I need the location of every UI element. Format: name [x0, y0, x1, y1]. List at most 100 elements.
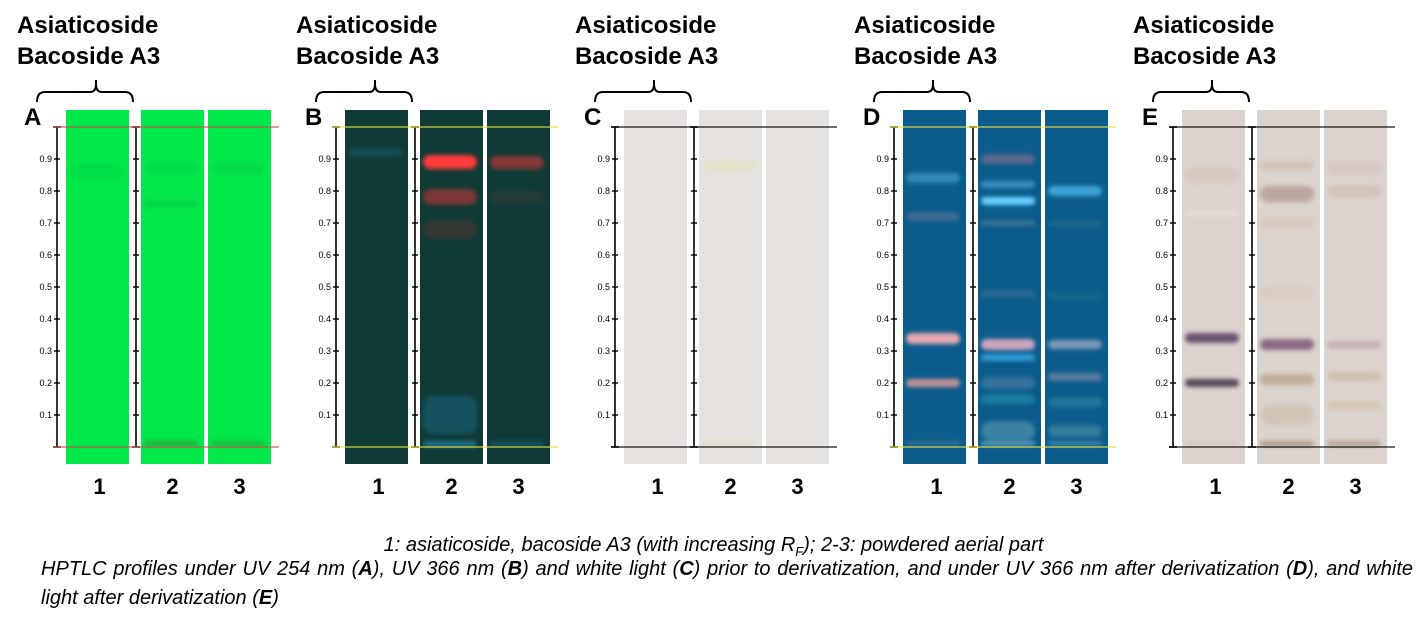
- lane-1: [345, 110, 408, 464]
- title-bacoside: Bacoside A3: [1133, 43, 1277, 70]
- tick-label-left: 0.6: [1155, 250, 1168, 260]
- tick-label-left: 0.5: [1155, 282, 1168, 292]
- band: [1185, 379, 1239, 387]
- lane-label-3: 3: [1349, 474, 1362, 499]
- band: [1048, 339, 1102, 350]
- band: [981, 219, 1035, 227]
- tick-label-left: 0.6: [39, 250, 52, 260]
- band: [423, 219, 477, 239]
- title-bacoside: Bacoside A3: [854, 43, 998, 70]
- lane-label-1: 1: [372, 474, 385, 499]
- lane-1: [1182, 110, 1245, 464]
- title-asiaticoside: Asiaticoside: [575, 12, 717, 39]
- lane-label-2: 2: [445, 474, 458, 499]
- band: [702, 160, 756, 171]
- rf-axis: 0.10.10.20.20.30.30.40.40.50.50.60.60.70…: [36, 80, 279, 448]
- reference-brace: [873, 80, 971, 103]
- lane-label-1: 1: [930, 474, 943, 499]
- title-asiaticoside: Asiaticoside: [1133, 12, 1275, 39]
- tick-label-left: 0.9: [1155, 154, 1168, 164]
- tick-label-left: 0.4: [597, 314, 610, 324]
- band: [423, 440, 477, 447]
- tick-label-left: 0.6: [318, 250, 331, 260]
- title-asiaticoside: Asiaticoside: [296, 12, 438, 39]
- band: [1185, 167, 1239, 183]
- band: [423, 395, 477, 435]
- band: [1185, 333, 1239, 343]
- tick-label-left: 0.3: [318, 346, 331, 356]
- band: [1185, 211, 1239, 216]
- tick-label-left: 0.7: [39, 218, 52, 228]
- reference-title: Asiaticoside Bacoside A3: [575, 10, 718, 72]
- band: [1327, 400, 1381, 411]
- lane-label-2: 2: [1003, 474, 1016, 499]
- lane-3: [1045, 110, 1108, 464]
- reference-brace: [1152, 80, 1250, 103]
- band: [1185, 442, 1239, 446]
- lane-legend-caption: 1: asiaticoside, bacoside A3 (with incre…: [0, 534, 1427, 559]
- tick-label-left: 0.9: [876, 154, 889, 164]
- title-bacoside: Bacoside A3: [17, 43, 161, 70]
- tick-label-left: 0.7: [876, 218, 889, 228]
- lane-3: [766, 110, 829, 464]
- band: [906, 379, 960, 387]
- band: [1327, 162, 1381, 175]
- band: [1260, 374, 1314, 386]
- tick-label-left: 0.8: [597, 186, 610, 196]
- caption-text: ), and white light after derivatization …: [41, 558, 1413, 609]
- tick-label-left: 0.3: [39, 346, 52, 356]
- lane-label-3: 3: [1070, 474, 1083, 499]
- band: [1260, 218, 1314, 228]
- lane-label-2: 2: [724, 474, 737, 499]
- band: [981, 442, 1035, 446]
- tick-label-left: 0.3: [597, 346, 610, 356]
- lane-2: [1257, 110, 1320, 464]
- lane-2: [699, 110, 762, 464]
- band: [144, 441, 198, 447]
- lane-3: [487, 110, 550, 464]
- band: [1260, 441, 1314, 447]
- tick-label-left: 0.2: [876, 378, 889, 388]
- band: [981, 181, 1035, 188]
- caption-text: HPTLC profiles under UV 254 nm (: [41, 558, 359, 580]
- tick-label-left: 0.1: [597, 410, 610, 420]
- caption-text: ), UV 366 nm (: [372, 558, 508, 580]
- rf-subscript: F: [795, 544, 804, 559]
- panel-ref-a: A: [358, 558, 373, 580]
- rf-axis: 0.10.10.20.20.30.30.40.40.50.50.60.60.70…: [873, 80, 1116, 448]
- tick-label-left: 0.8: [39, 186, 52, 196]
- band: [981, 394, 1035, 404]
- band: [1327, 184, 1381, 198]
- panel-letter: B: [305, 104, 323, 131]
- band: [981, 154, 1035, 164]
- lane-3: [208, 110, 271, 464]
- band: [423, 155, 477, 170]
- rf-axis: 0.10.10.20.20.30.30.40.40.50.50.60.60.70…: [1152, 80, 1395, 448]
- tick-label-left: 0.5: [597, 282, 610, 292]
- tick-label-left: 0.9: [597, 154, 610, 164]
- band: [490, 441, 544, 447]
- tick-label-left: 0.2: [39, 378, 52, 388]
- tick-label-left: 0.9: [39, 154, 52, 164]
- tick-label-left: 0.8: [318, 186, 331, 196]
- caption-text: ) and white light (: [522, 558, 680, 580]
- lane-1: [66, 110, 129, 464]
- panel-ref-e: E: [258, 587, 273, 609]
- band: [906, 442, 960, 446]
- tick-label-left: 0.7: [318, 218, 331, 228]
- band: [490, 191, 544, 204]
- title-asiaticoside: Asiaticoside: [854, 12, 996, 39]
- tick-label-left: 0.6: [876, 250, 889, 260]
- lane-label-2: 2: [1282, 474, 1295, 499]
- panel-ref-d: D: [1292, 558, 1308, 580]
- lane-legend-suffix: ); 2-3: powdered aerial part: [803, 534, 1044, 556]
- panel-ref-b: B: [507, 558, 523, 580]
- tick-label-left: 0.4: [318, 314, 331, 324]
- tick-label-left: 0.4: [39, 314, 52, 324]
- tick-label-left: 0.9: [318, 154, 331, 164]
- panel-letter: E: [1142, 104, 1159, 131]
- band: [1048, 291, 1102, 302]
- lane-1: [624, 110, 687, 464]
- lane-2: [978, 110, 1041, 464]
- reference-brace: [36, 80, 134, 103]
